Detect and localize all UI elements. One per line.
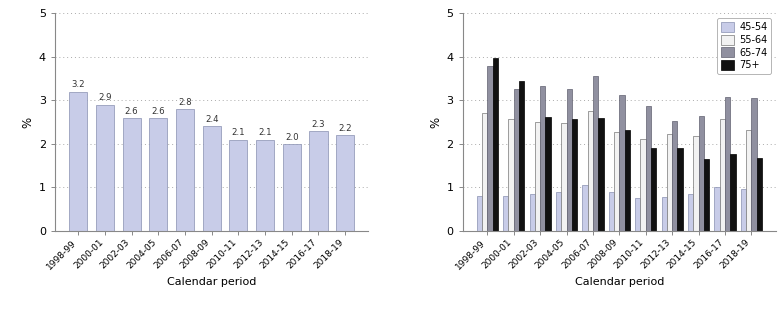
Bar	[699, 116, 704, 231]
Bar	[741, 189, 746, 231]
Bar	[503, 196, 509, 231]
Bar	[583, 185, 588, 231]
Bar	[492, 58, 498, 231]
Bar	[477, 196, 482, 231]
Legend: 45-54, 55-64, 65-74, 75+: 45-54, 55-64, 65-74, 75+	[717, 18, 771, 74]
Bar	[619, 95, 625, 231]
Bar	[609, 192, 614, 231]
Bar	[572, 119, 577, 231]
Y-axis label: %: %	[22, 116, 34, 128]
Y-axis label: %: %	[430, 116, 442, 128]
Bar	[256, 140, 274, 231]
Bar	[546, 117, 550, 231]
Bar	[746, 130, 751, 231]
Bar	[641, 139, 646, 231]
Bar	[730, 154, 735, 231]
Text: 2.0: 2.0	[285, 133, 299, 142]
Bar	[593, 76, 598, 231]
Bar	[635, 198, 641, 231]
Bar	[561, 123, 567, 231]
Text: 2.6: 2.6	[151, 107, 165, 116]
X-axis label: Calendar period: Calendar period	[167, 277, 256, 286]
X-axis label: Calendar period: Calendar period	[575, 277, 664, 286]
Text: 2.2: 2.2	[339, 124, 352, 133]
Bar	[202, 126, 221, 231]
Bar	[651, 148, 656, 231]
Text: 2.6: 2.6	[125, 107, 139, 116]
Bar	[530, 194, 535, 231]
Bar	[646, 106, 651, 231]
Bar	[693, 136, 699, 231]
Bar	[336, 135, 354, 231]
Bar	[540, 86, 546, 231]
Bar	[720, 118, 725, 231]
Bar	[725, 97, 730, 231]
Bar	[509, 119, 514, 231]
Bar	[96, 105, 114, 231]
Bar	[310, 131, 328, 231]
Bar	[149, 118, 167, 231]
Bar	[757, 158, 762, 231]
Bar	[482, 113, 488, 231]
Bar	[614, 132, 619, 231]
Bar	[69, 92, 87, 231]
Text: 2.8: 2.8	[178, 98, 192, 107]
Bar	[122, 118, 140, 231]
Bar	[567, 89, 572, 231]
Bar	[519, 81, 524, 231]
Bar	[488, 66, 492, 231]
Bar	[588, 111, 593, 231]
Bar	[672, 121, 677, 231]
Bar	[625, 129, 630, 231]
Bar	[688, 194, 693, 231]
Bar	[714, 187, 720, 231]
Text: 2.9: 2.9	[98, 93, 111, 103]
Bar	[677, 148, 683, 231]
Bar	[667, 134, 672, 231]
Text: 2.4: 2.4	[205, 115, 219, 124]
Bar	[751, 98, 757, 231]
Bar	[662, 197, 667, 231]
Text: 2.1: 2.1	[258, 128, 272, 137]
Bar	[283, 144, 301, 231]
Bar	[556, 192, 561, 231]
Bar	[598, 118, 604, 231]
Text: 2.1: 2.1	[231, 128, 245, 137]
Text: 3.2: 3.2	[71, 81, 85, 89]
Bar	[535, 122, 540, 231]
Bar	[514, 88, 519, 231]
Bar	[229, 140, 248, 231]
Text: 2.3: 2.3	[312, 120, 325, 129]
Bar	[176, 109, 194, 231]
Bar	[704, 159, 709, 231]
